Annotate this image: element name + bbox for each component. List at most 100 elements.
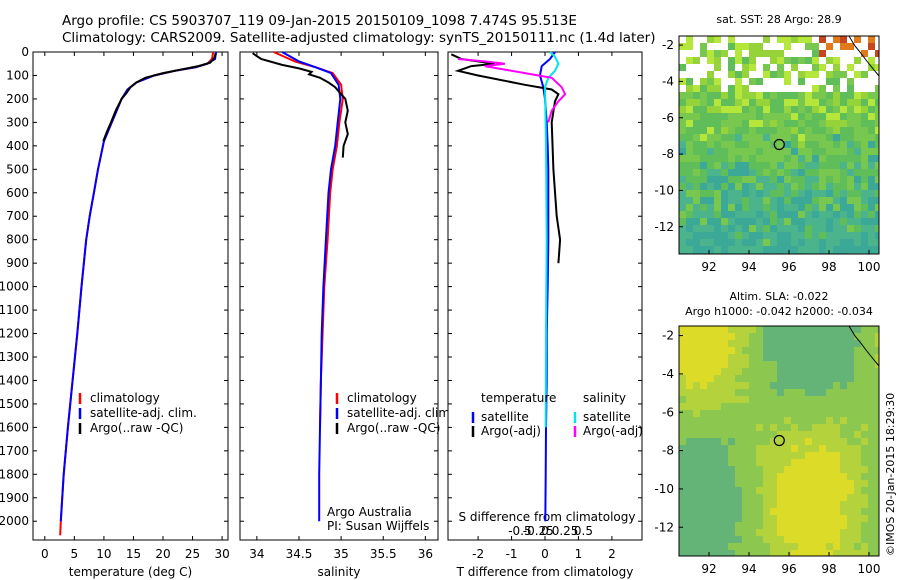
map-cell (721, 550, 728, 556)
map-cell (770, 452, 777, 459)
map-cell (693, 438, 700, 445)
map-cell (749, 127, 756, 134)
map-cell (749, 473, 756, 480)
map-cell (854, 501, 861, 508)
map-cell (700, 459, 707, 466)
map-cell (763, 225, 770, 232)
map-cell (819, 424, 826, 431)
map-cell (756, 162, 763, 169)
map-cell (868, 232, 875, 239)
map-cell (749, 239, 756, 246)
map-cell (805, 239, 812, 246)
map-cell (861, 99, 868, 106)
map-cell (707, 176, 714, 183)
map-cell (693, 403, 700, 410)
map-cell (875, 204, 879, 211)
map-cell (833, 361, 840, 368)
map-cell (728, 120, 735, 127)
map-cell (770, 389, 777, 396)
map-cell (805, 246, 812, 253)
map-cell (777, 204, 784, 211)
map-cell (756, 529, 763, 536)
map-cell (707, 183, 714, 190)
map-cell (847, 410, 854, 417)
map-cell (819, 501, 826, 508)
y-tick-label: 200 (6, 92, 29, 106)
map-cell (700, 340, 707, 347)
map-cell (805, 480, 812, 487)
map-cell (826, 375, 833, 382)
map-cell (707, 127, 714, 134)
y-tick-label: -12 (654, 520, 674, 534)
map-cell (763, 445, 770, 452)
map-cell (875, 225, 879, 232)
map-cell (735, 148, 742, 155)
map-cell (742, 239, 749, 246)
map-cell (840, 424, 847, 431)
map-cell (875, 508, 879, 515)
map-cell (833, 134, 840, 141)
map-cell (735, 501, 742, 508)
map-cell (875, 361, 879, 368)
map-cell (861, 148, 868, 155)
y-tick-label: 1200 (0, 327, 29, 341)
map-cell (812, 190, 819, 197)
map-cell (777, 403, 784, 410)
map-cell (714, 347, 721, 354)
map-cell (756, 169, 763, 176)
map-cell (749, 368, 756, 375)
map-cell (784, 410, 791, 417)
map-cell (700, 473, 707, 480)
map-cell (749, 382, 756, 389)
map-cell (749, 232, 756, 239)
map-cell (791, 92, 798, 99)
map-cell (742, 197, 749, 204)
map-cell (840, 36, 847, 43)
map-cell (735, 106, 742, 113)
map-cell (700, 333, 707, 340)
map-cell (686, 361, 693, 368)
map-cell (854, 403, 861, 410)
map-cell (833, 169, 840, 176)
map-cell (791, 148, 798, 155)
map-cell (791, 120, 798, 127)
map-cell (784, 190, 791, 197)
map-cell (819, 326, 826, 333)
map-cell (721, 403, 728, 410)
map-cell (686, 326, 693, 333)
map-cell (679, 333, 686, 340)
map-cell (868, 543, 875, 550)
map-cell (875, 417, 879, 424)
map-cell (798, 431, 805, 438)
map-cell (875, 438, 879, 445)
map-cell (742, 438, 749, 445)
map-cell (700, 134, 707, 141)
map-cell (749, 50, 756, 57)
y-tick-label: 1800 (0, 467, 29, 481)
map-cell (875, 529, 879, 536)
map-cell (826, 501, 833, 508)
map-cell (791, 466, 798, 473)
map-cell (798, 417, 805, 424)
map-cell (735, 141, 742, 148)
map-cell (833, 176, 840, 183)
map-cell (700, 162, 707, 169)
map-cell (812, 515, 819, 522)
map-cell (868, 375, 875, 382)
map-cell (805, 211, 812, 218)
map-cell (798, 169, 805, 176)
map-cell (742, 218, 749, 225)
map-cell (714, 459, 721, 466)
map-cell (812, 550, 819, 556)
map-cell (700, 354, 707, 361)
map-cell (735, 162, 742, 169)
map-cell (721, 176, 728, 183)
map-cell (777, 333, 784, 340)
map-cell (735, 190, 742, 197)
map-cell (784, 340, 791, 347)
map-cell (679, 113, 686, 120)
map-cell (847, 501, 854, 508)
map-cell (714, 445, 721, 452)
map-cell (749, 113, 756, 120)
map-cell (819, 218, 826, 225)
